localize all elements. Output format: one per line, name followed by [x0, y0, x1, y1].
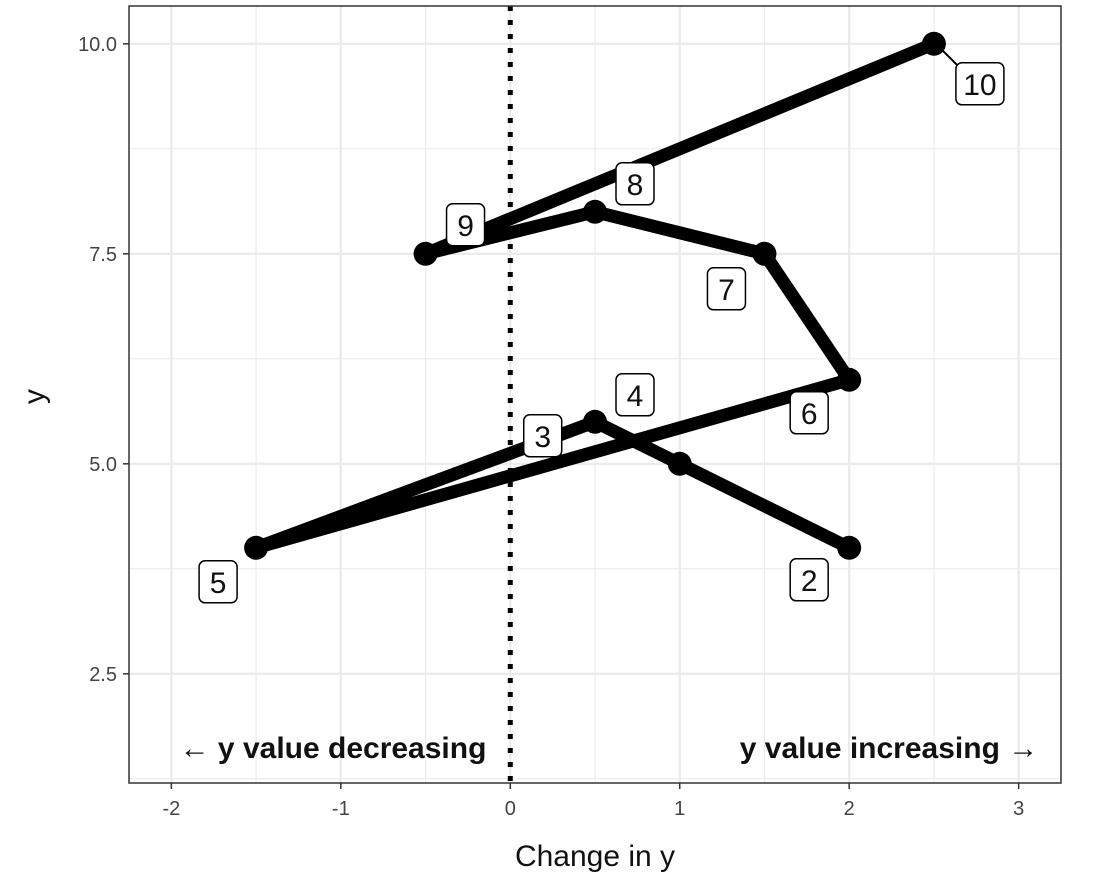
point-label-8: 8: [627, 169, 644, 202]
data-point-9: [413, 241, 438, 266]
data-point-3: [667, 451, 692, 476]
point-label-box-2: [789, 558, 829, 602]
annotation-y-increasing: y value increasing →: [740, 732, 1038, 765]
x-tick-label: 3: [1013, 798, 1024, 820]
point-label-10: 10: [963, 69, 996, 102]
panel-border: [128, 5, 1062, 784]
data-point-4: [583, 409, 607, 434]
point-label-6: 6: [801, 398, 818, 431]
x-tick-label: 1: [674, 798, 685, 820]
x-axis-title: Change in y: [515, 840, 675, 873]
data-point-6: [837, 367, 862, 392]
data-point-5: [244, 535, 269, 560]
series-points: [244, 31, 946, 560]
point-label-3: 3: [534, 421, 551, 454]
point-labels: 2 3 4 5 6 7 8 9 10: [198, 49, 1005, 604]
data-point-10: [921, 31, 946, 56]
point-label-box-6: [789, 391, 829, 435]
grid-minor: [129, 6, 1061, 783]
point-label-4: 4: [627, 380, 644, 413]
point-label-box-4: [615, 373, 655, 417]
point-label-box-10: [955, 62, 1005, 106]
point-label-5: 5: [210, 567, 227, 600]
y-tick-label: 2.5: [89, 664, 117, 686]
point-label-box-8: [615, 162, 655, 206]
y-tick-label: 10.0: [78, 34, 117, 56]
x-tick-label: -2: [162, 798, 180, 820]
point-label-box-3: [522, 414, 563, 458]
data-point-7: [752, 241, 777, 266]
y-tick-label: 7.5: [89, 244, 117, 266]
point-label-9: 9: [457, 210, 474, 243]
x-tick-label: 2: [844, 798, 855, 820]
x-tick-label: 0: [505, 798, 516, 820]
y-axis-ticks: 2.5 5.0 7.5 10.0: [78, 34, 129, 686]
data-point-2: [837, 535, 862, 560]
point-label-box-7: [706, 267, 747, 311]
data-point-8: [583, 199, 607, 224]
point-label-2: 2: [801, 565, 818, 598]
x-tick-label: -1: [332, 798, 350, 820]
grid-major: [129, 6, 1061, 783]
y-tick-label: 5.0: [89, 454, 117, 476]
point-label-box-5: [198, 560, 238, 604]
point-label-box-9: [445, 203, 486, 247]
x-axis-ticks: -2 -1 0 1 2 3: [162, 783, 1024, 820]
y-axis-title: y: [18, 389, 51, 404]
point-label-7: 7: [718, 274, 735, 307]
annotation-y-decreasing: ← y value decreasing: [180, 732, 487, 765]
